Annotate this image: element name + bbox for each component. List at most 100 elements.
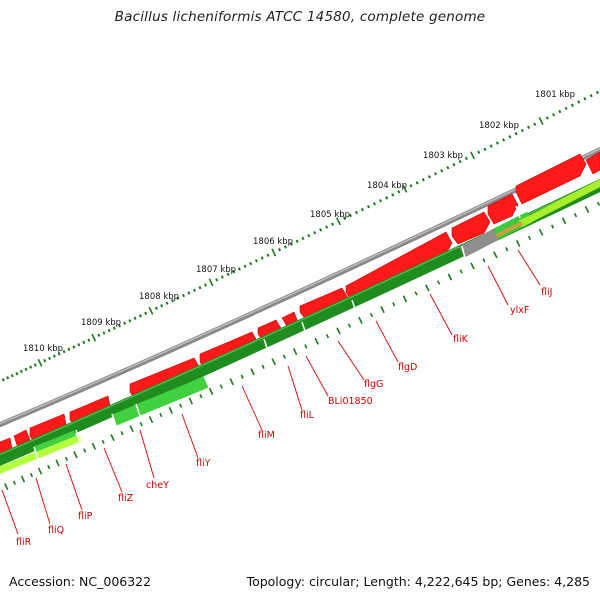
scale-tick — [577, 100, 581, 104]
scale-tick — [514, 131, 518, 136]
inner-tick — [538, 228, 544, 236]
scale-tick — [458, 159, 462, 164]
accession-info: Accession: NC_006322 — [9, 574, 151, 589]
gene-feature — [518, 179, 600, 228]
scale-tick — [181, 293, 186, 298]
scale-tick — [283, 245, 287, 249]
scale-tick — [107, 328, 111, 333]
scale-tick — [144, 311, 148, 316]
gene-feature — [451, 211, 491, 245]
scale-tick — [67, 347, 71, 352]
scale-tick — [307, 233, 311, 238]
gene-feature — [459, 228, 500, 258]
gene-label: fliR — [16, 537, 32, 548]
scale-tick — [112, 326, 116, 330]
scale-tick — [171, 299, 175, 303]
scale-tick — [342, 216, 346, 221]
scale-tick — [366, 204, 371, 209]
inner-tick — [129, 425, 134, 433]
scale-tick — [148, 306, 154, 315]
scale-tick — [372, 202, 377, 206]
inner-tick — [250, 368, 255, 376]
kbp-label: 1801 kbp — [535, 90, 575, 100]
scale-labels: 1801 kbp 1802 kbp 1803 kbp 1804 kbp 1805… — [23, 90, 575, 354]
inner-tick — [91, 442, 97, 450]
scale-tick — [102, 331, 106, 335]
scale-tick — [489, 144, 493, 148]
inner-tick — [596, 201, 600, 206]
scale-tick — [15, 371, 19, 376]
scale-tick — [72, 345, 76, 349]
scale-tick — [533, 122, 537, 126]
inner-tick — [505, 247, 509, 252]
gene-label: flgG — [364, 379, 383, 390]
scale-tick — [325, 225, 329, 229]
label-leaders — [1, 249, 541, 535]
scale-tick — [545, 116, 549, 120]
scale-tick — [43, 358, 47, 363]
inner-tick — [20, 475, 26, 483]
inner-tick — [179, 403, 183, 408]
scale-tick — [415, 181, 419, 185]
scale-tick — [348, 213, 352, 218]
inner-tick — [584, 205, 590, 213]
inner-tick — [402, 295, 408, 303]
scale-tick — [508, 135, 512, 139]
gene-feature — [515, 153, 587, 205]
inner-tick — [447, 273, 453, 281]
gene-feature — [585, 151, 600, 175]
scale-tick — [313, 231, 317, 235]
inner-tick — [188, 397, 194, 405]
scale-tick — [123, 321, 127, 325]
scale-tick — [226, 272, 230, 277]
kbp-label: 1805 kbp — [310, 210, 350, 220]
scale-tick — [165, 301, 169, 305]
inner-tick — [159, 412, 163, 418]
scale-tick — [289, 242, 293, 246]
scale-tick — [552, 113, 556, 117]
scale-tick — [266, 253, 270, 257]
scale-tick — [589, 93, 593, 98]
inner-tick — [271, 358, 277, 366]
scale-tick — [37, 358, 43, 367]
inner-tick — [64, 456, 69, 462]
inner-tick — [29, 472, 34, 478]
inner-ticks — [4, 201, 600, 491]
inner-tick — [314, 337, 319, 345]
scale-tick — [33, 363, 37, 367]
scale-tick — [220, 275, 224, 279]
scale-tick — [385, 196, 389, 200]
inner-tick — [380, 306, 385, 314]
inner-tick — [73, 451, 78, 459]
gene-feature — [495, 221, 523, 238]
scale-tick — [176, 296, 180, 300]
scale-tick — [117, 324, 121, 328]
gene-label: fliK — [453, 334, 469, 345]
gene-label: fliL — [300, 410, 315, 421]
inner-tick — [550, 224, 555, 229]
scale-tick — [502, 138, 506, 142]
scale-tick — [354, 210, 358, 215]
inner-tick — [304, 344, 308, 349]
scale-tick — [409, 184, 413, 188]
scale-tick — [203, 283, 208, 287]
inner-tick — [459, 269, 463, 274]
scale-tick — [24, 367, 28, 372]
scale-tick — [427, 175, 431, 179]
scale-tick — [295, 239, 299, 243]
scale-tick — [452, 162, 456, 167]
inner-tick — [358, 316, 363, 324]
scale-tick — [391, 193, 395, 197]
scale-tick — [208, 278, 214, 287]
scale-tick — [564, 106, 568, 111]
scale-tick — [77, 343, 81, 347]
gene-label: BLi01850 — [328, 396, 373, 407]
scale-tick — [97, 333, 101, 338]
inner-tick — [493, 251, 498, 259]
inner-tick — [436, 280, 441, 285]
gene-labels: fliJ ylxF fliK flgD flgG BLi01850 fliL f… — [16, 287, 552, 548]
scale-tick — [470, 151, 476, 160]
inner-tick — [282, 354, 287, 359]
scale-tick — [91, 333, 97, 342]
genome-stats: Topology: circular; Length: 4,222,645 bp… — [247, 574, 590, 589]
